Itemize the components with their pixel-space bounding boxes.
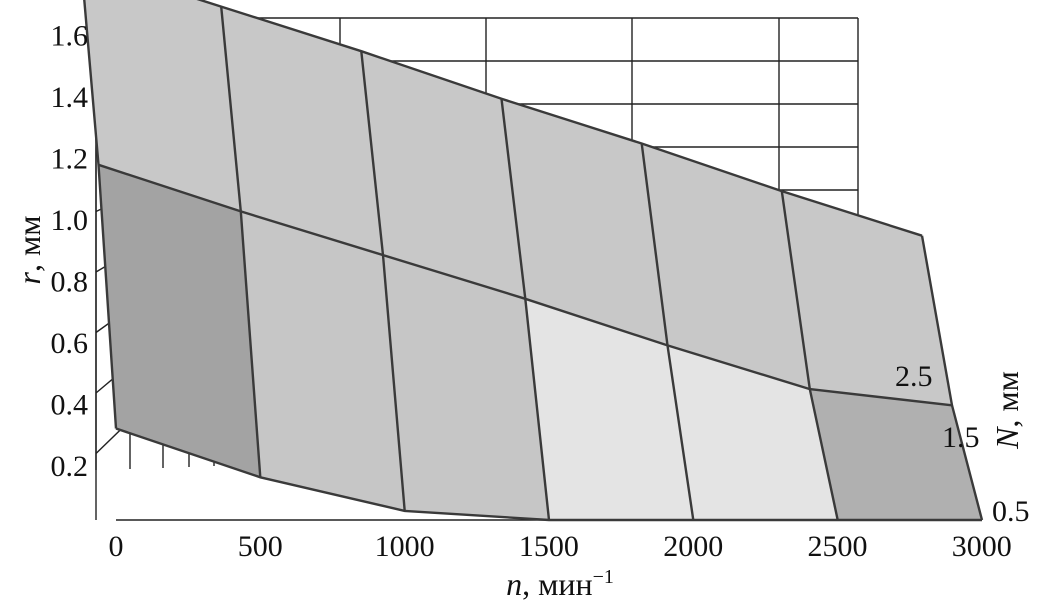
surface-cell [98,164,261,478]
surface-cell [361,51,526,299]
mesh-col-line [920,235,984,521]
surface-mesh [83,0,984,522]
y-tick-label: 1.2 [51,143,89,176]
mesh-col-line [780,190,839,521]
y-tick-label: 0.4 [51,389,89,422]
x-axis-title: n, мин−1 [506,566,614,602]
depth-tick-label: 2.5 [895,360,933,393]
y-axis-title: r, мм [11,216,47,285]
x-tick-label: 1500 [519,530,579,563]
mesh-col-line [500,98,551,521]
y-tick-label: 1.4 [51,81,89,114]
mesh-col-line [640,143,695,521]
surface-bands [84,0,982,520]
surface-cell [240,211,405,511]
surface-cell [501,98,668,346]
surface-cell [84,0,241,212]
x-tick-label: 2500 [808,530,868,563]
depth-tick-label: 0.5 [992,495,1030,528]
surface-cell [383,255,549,520]
y-tick-label: 1.0 [51,204,89,237]
mesh-col-line [83,0,118,429]
surface-cell [525,298,694,520]
mesh-col-line [360,51,406,512]
y-tick-label: 0.6 [51,327,89,360]
surface-cell [221,6,383,256]
surface-cell [641,143,810,390]
surface-cell [809,389,982,520]
y-tick-label: 0.8 [51,266,89,299]
x-tick-label: 500 [238,530,283,563]
tick-labels: 0 500 1000 1500 2000 2500 3000 0.2 0.4 0.6 0.8 1.0 1… [51,20,1030,564]
depth-tick-label: 1.5 [942,421,980,454]
x-tick-label: 0 [109,530,124,563]
x-tick-label: 3000 [952,530,1012,563]
y-tick-label: 1.6 [51,20,89,53]
surface-cell [667,345,838,520]
mesh-col-line [220,6,262,478]
x-tick-label: 2000 [663,530,723,563]
surface-cell [781,191,952,406]
x-tick-label: 1000 [375,530,435,563]
depth-axis-title: N, мм [989,371,1025,450]
y-tick-label: 0.2 [51,450,89,483]
